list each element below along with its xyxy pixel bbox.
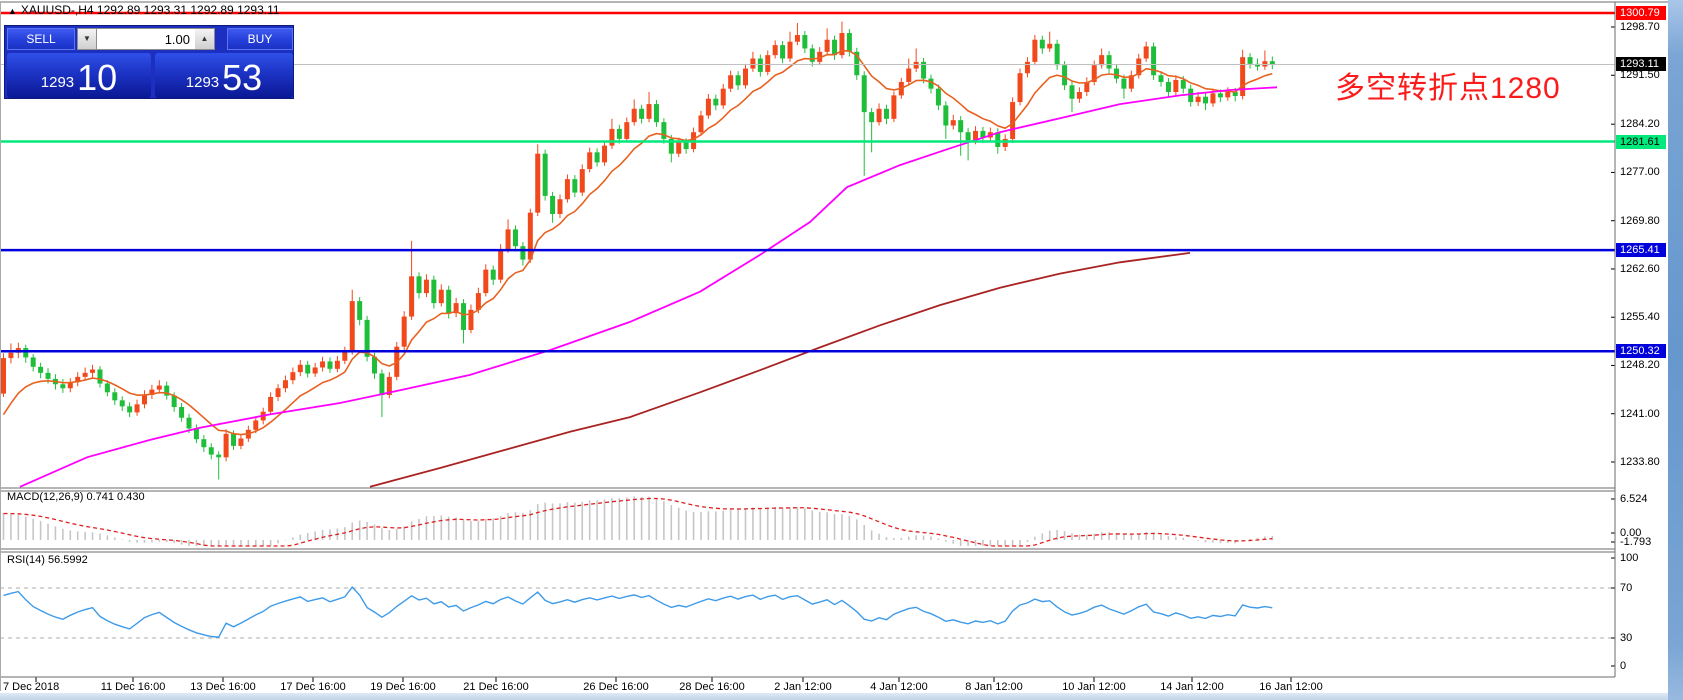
symbol-collapse-icon[interactable]: ▲ — [8, 6, 17, 16]
x-axis-label: 26 Dec 16:00 — [583, 681, 649, 693]
level-badge-support-1265: 1265.41 — [1616, 243, 1666, 257]
x-axis-label: 17 Dec 16:00 — [280, 681, 346, 693]
x-axis-label: 2 Jan 12:00 — [774, 681, 832, 693]
rsi-axis-label: 70 — [1620, 582, 1633, 594]
buy-button[interactable]: BUY — [227, 28, 293, 50]
level-badge-current-price: 1293.11 — [1616, 57, 1666, 71]
volume-decrease-button[interactable]: ▼ — [77, 28, 97, 50]
macd-axis-label: 6.524 — [1620, 493, 1648, 505]
level-badge-support-1250: 1250.32 — [1616, 344, 1666, 358]
trade-panel-controls: SELL ▼ ▲ BUY — [5, 26, 293, 52]
volume-input[interactable] — [97, 28, 195, 50]
y-axis-label: 1241.00 — [1620, 408, 1660, 420]
y-axis-label: 1284.20 — [1620, 118, 1660, 130]
y-axis-label: 1298.70 — [1620, 21, 1660, 33]
x-axis-label: 28 Dec 16:00 — [679, 681, 745, 693]
sell-quote-button[interactable]: 1293 10 — [7, 53, 151, 98]
macd-axis-label: -1.793 — [1620, 536, 1652, 548]
x-axis-label: 11 Dec 16:00 — [100, 681, 166, 693]
x-axis-label: 13 Dec 16:00 — [190, 681, 256, 693]
rsi-axis-label: 30 — [1620, 632, 1633, 644]
chart-title-text: XAUUSD-,H4 1292.89 1293.31 1292.89 1293.… — [20, 3, 280, 17]
ma-mid-line — [19, 86, 1278, 488]
rsi-axis-label: 100 — [1620, 552, 1639, 564]
sell-button[interactable]: SELL — [7, 28, 75, 50]
y-axis-label: 1291.50 — [1620, 69, 1660, 81]
y-axis-label: 1269.80 — [1620, 215, 1660, 227]
buy-price-big: 53 — [222, 57, 263, 98]
x-axis-label: 14 Jan 12:00 — [1160, 681, 1224, 693]
macd-histogram — [2, 496, 1274, 546]
ma-fast-line — [2, 49, 1273, 436]
macd-indicator-label: MACD(12,26,9) 0.741 0.430 — [7, 491, 145, 503]
x-axis-label: 10 Jan 12:00 — [1062, 681, 1126, 693]
rsi-line — [3, 586, 1273, 638]
one-click-trade-panel: SELL ▼ ▲ BUY 1293 10 1293 53 — [4, 25, 294, 99]
window-bottom-border — [0, 693, 1668, 700]
y-axis-label: 1255.40 — [1620, 311, 1660, 323]
rsi-indicator-label: RSI(14) 56.5992 — [7, 554, 88, 566]
trend-line[interactable] — [369, 252, 1191, 488]
sell-price-small: 1293 — [40, 74, 75, 91]
window-right-border — [1668, 0, 1683, 700]
x-axis-label: 16 Jan 12:00 — [1259, 681, 1323, 693]
buy-quote-button[interactable]: 1293 53 — [155, 53, 293, 98]
level-badge-resistance-high: 1300.79 — [1616, 6, 1666, 20]
x-axis-label: 21 Dec 16:00 — [463, 681, 529, 693]
chart-title: ▲ XAUUSD-,H4 1292.89 1293.31 1292.89 1293… — [8, 3, 280, 17]
y-axis-label: 1277.00 — [1620, 166, 1660, 178]
macd-axis-label: 0.00 — [1620, 527, 1642, 539]
chart-text-annotation[interactable]: 多空转折点1280 — [1335, 72, 1561, 105]
x-axis-label: 7 Dec 2018 — [3, 681, 60, 693]
y-axis-label: 1248.20 — [1620, 359, 1660, 371]
buy-price-small: 1293 — [185, 74, 220, 91]
level-badge-pivot-1281: 1281.61 — [1616, 135, 1666, 149]
x-axis-label: 19 Dec 16:00 — [370, 681, 436, 693]
macd-signal-line — [3, 497, 1273, 547]
x-axis-label: 8 Jan 12:00 — [965, 681, 1023, 693]
y-axis-label: 1262.60 — [1620, 263, 1660, 275]
sell-price-big: 10 — [77, 57, 118, 98]
y-axis-label: 1233.80 — [1620, 456, 1660, 468]
rsi-axis-label: 0 — [1620, 660, 1627, 672]
volume-increase-button[interactable]: ▲ — [195, 28, 215, 50]
x-axis-label: 4 Jan 12:00 — [870, 681, 928, 693]
